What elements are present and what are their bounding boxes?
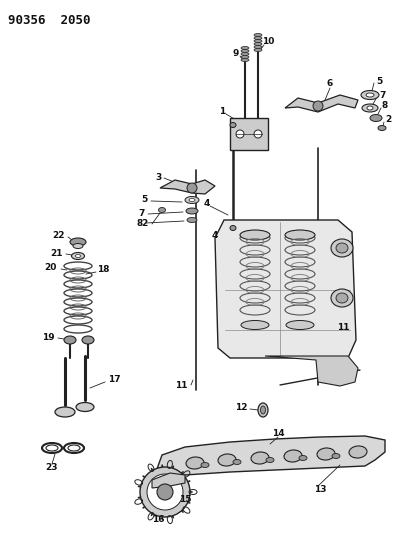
Polygon shape	[215, 220, 356, 358]
Ellipse shape	[64, 336, 76, 344]
Ellipse shape	[284, 450, 302, 462]
Ellipse shape	[240, 230, 270, 240]
Ellipse shape	[260, 406, 266, 414]
Ellipse shape	[254, 49, 262, 52]
Ellipse shape	[82, 336, 94, 344]
Circle shape	[187, 183, 197, 193]
Text: 22: 22	[52, 231, 65, 240]
Ellipse shape	[241, 55, 249, 59]
Circle shape	[236, 130, 244, 138]
Text: 4: 4	[212, 230, 218, 239]
Text: 1: 1	[219, 108, 225, 117]
Text: 9: 9	[233, 50, 239, 59]
Ellipse shape	[241, 59, 249, 61]
Polygon shape	[285, 95, 358, 112]
Text: 23: 23	[45, 464, 58, 472]
Polygon shape	[152, 473, 185, 488]
Text: 6: 6	[327, 79, 333, 88]
Circle shape	[140, 467, 190, 517]
Ellipse shape	[230, 225, 236, 230]
Ellipse shape	[331, 289, 353, 307]
Ellipse shape	[158, 207, 165, 213]
Polygon shape	[160, 180, 215, 194]
Circle shape	[254, 130, 262, 138]
Ellipse shape	[254, 43, 262, 45]
Text: 2: 2	[385, 116, 391, 125]
Ellipse shape	[286, 320, 314, 329]
Ellipse shape	[186, 457, 204, 469]
Ellipse shape	[76, 402, 94, 411]
Ellipse shape	[332, 454, 340, 458]
Ellipse shape	[71, 253, 84, 260]
Ellipse shape	[367, 106, 373, 110]
Ellipse shape	[186, 208, 198, 214]
Ellipse shape	[241, 50, 249, 52]
Ellipse shape	[378, 125, 386, 131]
Ellipse shape	[254, 39, 262, 43]
Ellipse shape	[70, 238, 86, 246]
Text: 18: 18	[97, 265, 110, 274]
Ellipse shape	[370, 115, 382, 122]
Ellipse shape	[254, 34, 262, 36]
Ellipse shape	[241, 320, 269, 329]
Text: 21: 21	[50, 248, 63, 257]
FancyBboxPatch shape	[230, 118, 268, 150]
Ellipse shape	[266, 457, 274, 463]
Ellipse shape	[187, 217, 197, 222]
Ellipse shape	[336, 243, 348, 253]
Circle shape	[147, 474, 183, 510]
Polygon shape	[153, 436, 385, 480]
Text: 3: 3	[156, 173, 162, 182]
Ellipse shape	[285, 230, 315, 240]
Ellipse shape	[73, 244, 83, 248]
Ellipse shape	[299, 456, 307, 461]
Text: 7: 7	[139, 208, 145, 217]
Ellipse shape	[76, 254, 80, 257]
Text: 20: 20	[45, 263, 57, 272]
Text: 5: 5	[142, 196, 148, 205]
Text: 13: 13	[314, 486, 326, 495]
Text: 7: 7	[379, 91, 385, 100]
Ellipse shape	[317, 448, 335, 460]
Text: 2: 2	[142, 219, 148, 228]
Text: 17: 17	[108, 376, 121, 384]
Text: 8: 8	[382, 101, 388, 110]
Text: 90356  2050: 90356 2050	[8, 14, 91, 27]
Text: 16: 16	[152, 515, 164, 524]
Text: 12: 12	[236, 403, 248, 413]
Ellipse shape	[362, 104, 378, 112]
Ellipse shape	[361, 91, 379, 100]
Text: 19: 19	[43, 333, 55, 342]
Text: 14: 14	[272, 429, 284, 438]
Polygon shape	[265, 356, 358, 386]
Ellipse shape	[251, 452, 269, 464]
Text: 15: 15	[179, 496, 191, 505]
Ellipse shape	[201, 463, 209, 467]
Ellipse shape	[349, 446, 367, 458]
Ellipse shape	[233, 459, 241, 464]
Ellipse shape	[241, 46, 249, 50]
Ellipse shape	[218, 454, 236, 466]
Ellipse shape	[336, 293, 348, 303]
Ellipse shape	[254, 36, 262, 39]
Ellipse shape	[331, 239, 353, 257]
Ellipse shape	[55, 407, 75, 417]
Text: 8: 8	[137, 219, 143, 228]
Text: 5: 5	[376, 77, 382, 85]
Ellipse shape	[189, 198, 195, 201]
Text: 11: 11	[337, 324, 349, 333]
Ellipse shape	[241, 52, 249, 55]
Ellipse shape	[258, 403, 268, 417]
Text: 4: 4	[204, 199, 210, 208]
Ellipse shape	[366, 93, 374, 97]
Ellipse shape	[230, 123, 236, 127]
Text: 10: 10	[262, 37, 274, 46]
Ellipse shape	[254, 45, 262, 49]
Ellipse shape	[185, 197, 199, 204]
Circle shape	[313, 101, 323, 111]
Circle shape	[157, 484, 173, 500]
Text: 11: 11	[175, 381, 188, 390]
